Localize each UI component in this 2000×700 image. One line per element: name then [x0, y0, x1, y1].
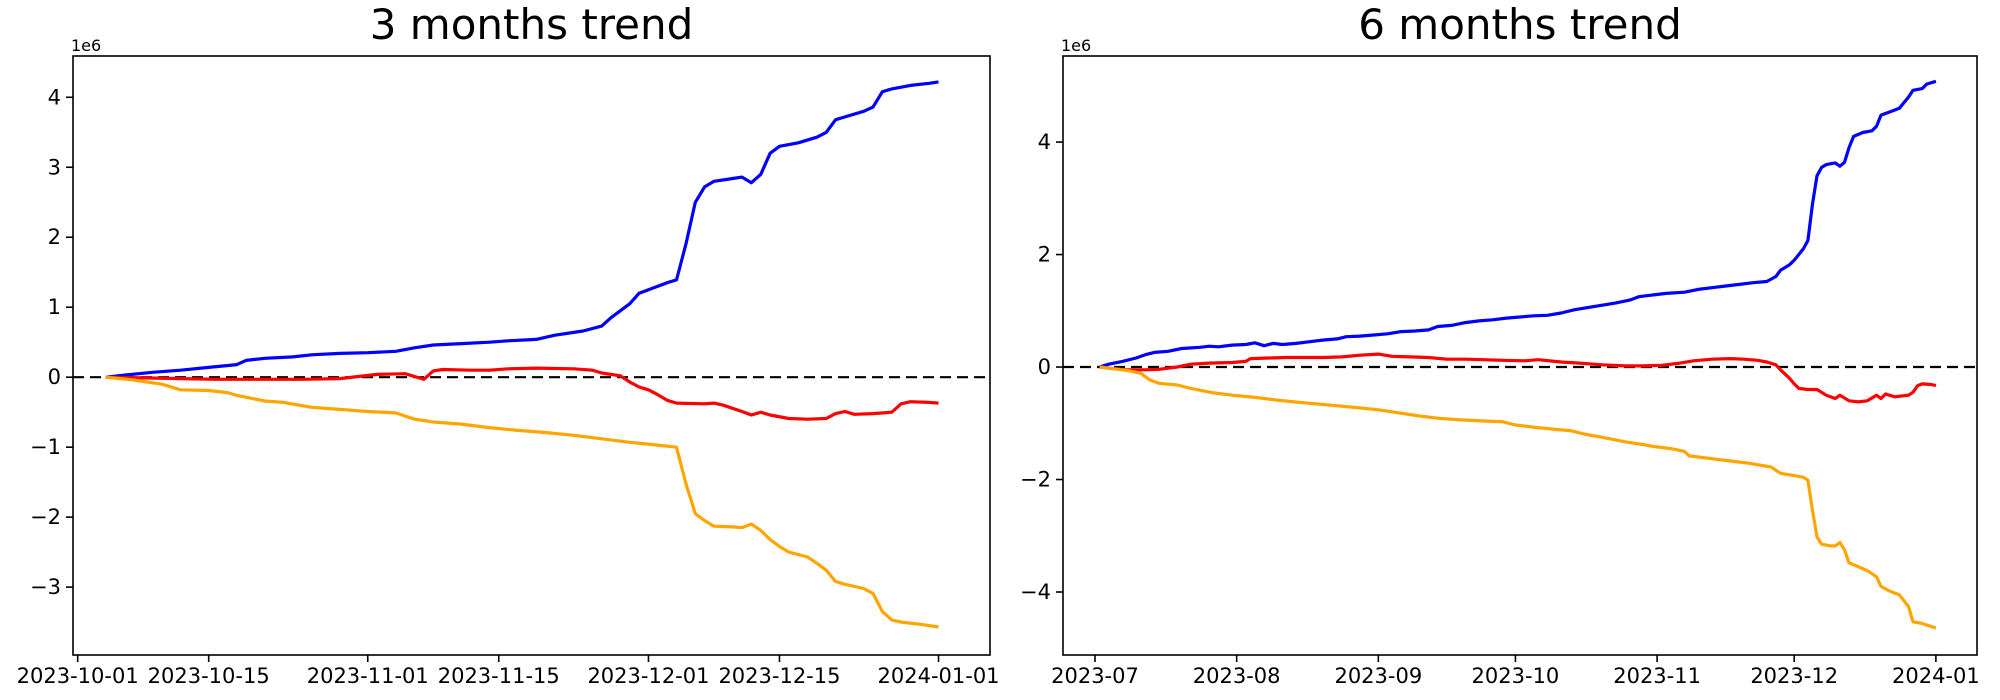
series-orange-line — [1099, 365, 1937, 630]
x-tick-label: 2023-11 — [1613, 664, 1701, 688]
y-tick-label: 4 — [48, 85, 61, 109]
y-tick-label: 1 — [48, 295, 61, 319]
x-tick-label: 2023-10 — [1472, 664, 1560, 688]
y-tick-label: 0 — [1038, 355, 1051, 379]
y-tick-label: 4 — [1038, 130, 1051, 154]
series-blue-line — [1099, 79, 1937, 369]
y-tick-label: −2 — [1020, 468, 1051, 492]
y-tick-label: −1 — [30, 435, 61, 459]
x-tick-label: 2023-09 — [1334, 664, 1422, 688]
series-red-line — [105, 366, 939, 421]
y-tick-label: 0 — [48, 365, 61, 389]
axes-frame — [72, 55, 991, 656]
x-tick-label: 2023-08 — [1193, 664, 1281, 688]
y-tick-label: 3 — [48, 155, 61, 179]
x-tick-label: 2023-07 — [1051, 664, 1139, 688]
x-tick-label: 2023-11-01 — [307, 664, 429, 688]
x-tick-label: 2024-01 — [1892, 664, 1980, 688]
x-tick-label: 2023-12-15 — [718, 664, 840, 688]
series-orange-line — [105, 375, 939, 629]
y-tick-label: −3 — [30, 575, 61, 599]
x-tick-label: 2024-01-01 — [878, 664, 1000, 688]
x-tick-label: 2023-10-15 — [148, 664, 270, 688]
x-tick-label: 2023-11-15 — [438, 664, 560, 688]
axes-frame — [1062, 55, 1978, 656]
y-tick-label: −4 — [1020, 580, 1051, 604]
series-red-line — [1099, 352, 1937, 404]
y-tick-label: 2 — [1038, 243, 1051, 267]
series-blue-line — [105, 80, 939, 379]
x-tick-label: 2023-12-01 — [587, 664, 709, 688]
y-tick-label: 2 — [48, 225, 61, 249]
x-tick-label: 2023-10-01 — [17, 664, 139, 688]
x-tick-label: 2023-12 — [1750, 664, 1838, 688]
chart-title-6-months: 6 months trend — [1358, 0, 1682, 49]
chart-title-3-months: 3 months trend — [369, 0, 694, 49]
y-axis-multiplier-label-left: 1e6 — [71, 36, 102, 55]
y-axis-multiplier-label-right: 1e6 — [1061, 36, 1092, 55]
y-tick-label: −2 — [30, 505, 61, 529]
